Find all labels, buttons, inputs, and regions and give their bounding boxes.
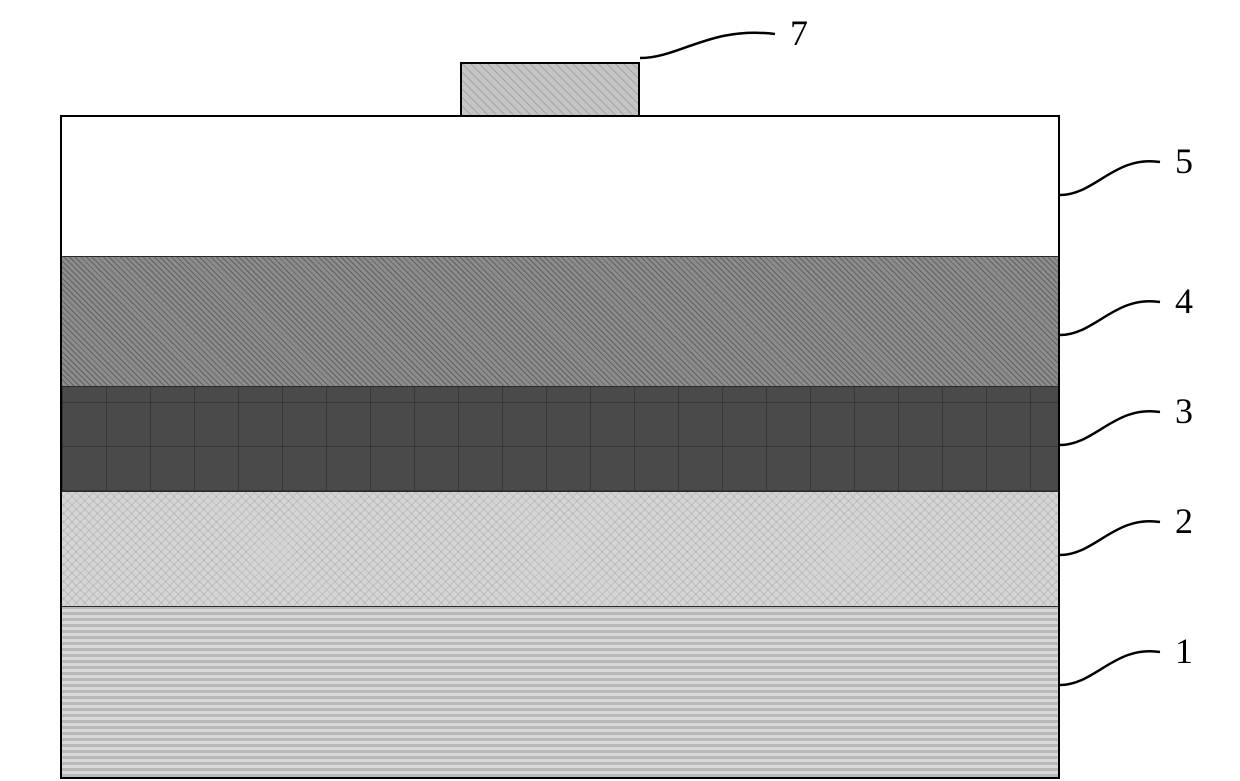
label-7: 7 [790,12,808,54]
layer-stack [60,115,1060,779]
layer-3 [62,387,1058,492]
label-3: 3 [1175,390,1193,432]
layer-4 [62,257,1058,387]
leader-5 [1060,150,1170,210]
layer-5 [62,117,1058,257]
leader-1 [1060,640,1170,700]
layer-2 [62,492,1058,607]
leader-3 [1060,400,1170,460]
leader-4 [1060,290,1170,350]
diagram-root [60,30,1060,779]
label-4: 4 [1175,280,1193,322]
top-block-7 [460,62,640,117]
label-5: 5 [1175,140,1193,182]
leader-2 [1060,510,1170,570]
label-2: 2 [1175,500,1193,542]
label-1: 1 [1175,630,1193,672]
layer-1 [62,607,1058,777]
